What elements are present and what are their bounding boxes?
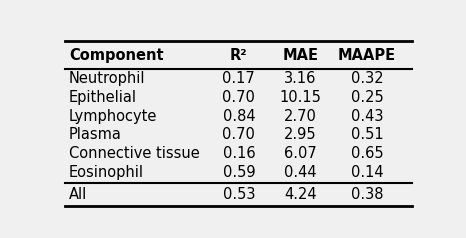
Text: Epithelial: Epithelial [69,90,137,105]
Text: Neutrophil: Neutrophil [69,71,145,86]
Text: 0.70: 0.70 [222,127,255,142]
Text: 0.70: 0.70 [222,90,255,105]
Text: 0.53: 0.53 [223,187,255,202]
Text: Lymphocyte: Lymphocyte [69,109,158,124]
Text: 0.17: 0.17 [222,71,255,86]
Text: 0.44: 0.44 [284,165,316,180]
Text: 0.14: 0.14 [351,165,384,180]
Text: Connective tissue: Connective tissue [69,146,200,161]
Text: All: All [69,187,87,202]
Text: 6.07: 6.07 [284,146,316,161]
Text: 0.38: 0.38 [351,187,383,202]
Text: 2.95: 2.95 [284,127,316,142]
Text: MAE: MAE [282,48,318,63]
Text: Eosinophil: Eosinophil [69,165,144,180]
Text: 0.65: 0.65 [351,146,384,161]
Text: Component: Component [69,48,164,63]
Text: 0.25: 0.25 [350,90,384,105]
Text: 0.43: 0.43 [351,109,383,124]
Text: 0.59: 0.59 [222,165,255,180]
Text: R²: R² [230,48,247,63]
Text: 0.51: 0.51 [351,127,384,142]
Text: MAAPE: MAAPE [338,48,396,63]
Text: 0.84: 0.84 [222,109,255,124]
Text: 3.16: 3.16 [284,71,316,86]
Text: 10.15: 10.15 [279,90,321,105]
Text: 0.16: 0.16 [222,146,255,161]
Text: 4.24: 4.24 [284,187,316,202]
Text: Plasma: Plasma [69,127,122,142]
Text: 0.32: 0.32 [351,71,384,86]
Text: 2.70: 2.70 [284,109,317,124]
